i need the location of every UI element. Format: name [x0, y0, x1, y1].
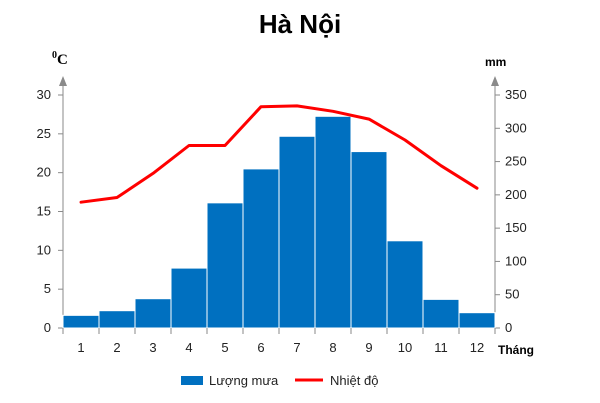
- x-tick-label: 6: [257, 340, 264, 355]
- chart-title: Hà Nội: [259, 9, 341, 39]
- temperature-series: [79, 104, 479, 204]
- x-tick-label: 8: [329, 340, 336, 355]
- x-tick-label: 10: [398, 340, 412, 355]
- legend-temperature-label: Nhiệt độ: [330, 373, 378, 388]
- left-axis-ticks: 0 5 10 15 20 25 30: [37, 87, 63, 335]
- x-tick-label: 2: [113, 340, 120, 355]
- left-tick-label: 10: [37, 242, 51, 257]
- rainfall-bar: [314, 115, 352, 329]
- left-tick-label: 0: [44, 320, 51, 335]
- legend-rainfall-label: Lượng mưa: [209, 373, 279, 388]
- right-tick-label: 350: [505, 87, 527, 102]
- right-tick-label: 150: [505, 220, 527, 235]
- right-axis-ticks: 0 50 100 150 200 250 300 350: [495, 87, 527, 335]
- x-tick-label: 12: [470, 340, 484, 355]
- rainfall-bar: [278, 135, 316, 329]
- left-axis-unit-main: C: [57, 52, 68, 68]
- right-tick-label: 100: [505, 253, 527, 268]
- rainfall-bar: [386, 240, 424, 329]
- x-tick-label: 3: [149, 340, 156, 355]
- rainfall-bar: [134, 298, 172, 329]
- x-tick-label: 5: [221, 340, 228, 355]
- left-axis-arrow: [59, 76, 67, 86]
- right-axis-arrow: [491, 76, 499, 86]
- rainfall-bar: [62, 314, 100, 329]
- right-tick-label: 0: [505, 320, 512, 335]
- left-axis-unit: 0C: [52, 50, 68, 68]
- right-tick-label: 200: [505, 187, 527, 202]
- rainfall-bar: [206, 202, 244, 329]
- rainfall-bar: [422, 298, 460, 329]
- right-axis-unit: mm: [485, 55, 506, 69]
- left-tick-label: 25: [37, 126, 51, 141]
- legend-rainfall-swatch: [181, 376, 203, 385]
- left-tick-label: 15: [37, 204, 51, 219]
- rainfall-bar: [170, 267, 208, 329]
- rainfall-bar: [98, 310, 136, 329]
- x-tick-label: 4: [185, 340, 192, 355]
- x-tick-label: 1: [77, 340, 84, 355]
- x-tick-label: 9: [365, 340, 372, 355]
- x-axis-label: Tháng: [498, 343, 534, 357]
- rainfall-bar: [242, 168, 280, 329]
- x-tick-label: 11: [434, 340, 448, 355]
- right-tick-label: 250: [505, 154, 527, 169]
- rainfall-bars: [62, 115, 496, 329]
- left-tick-label: 5: [44, 281, 51, 296]
- right-tick-label: 50: [505, 287, 519, 302]
- temperature-line: [79, 104, 479, 204]
- left-axis-unit-sup: 0: [52, 50, 57, 61]
- left-tick-label: 30: [37, 87, 51, 102]
- rainfall-bar: [458, 312, 496, 329]
- rainfall-bar: [350, 151, 388, 329]
- right-tick-label: 300: [505, 120, 527, 135]
- x-tick-label: 7: [293, 340, 300, 355]
- left-tick-label: 20: [37, 165, 51, 180]
- x-axis-ticks: 1 2 3 4 5 6 7 8 9 10 11 12: [62, 328, 496, 355]
